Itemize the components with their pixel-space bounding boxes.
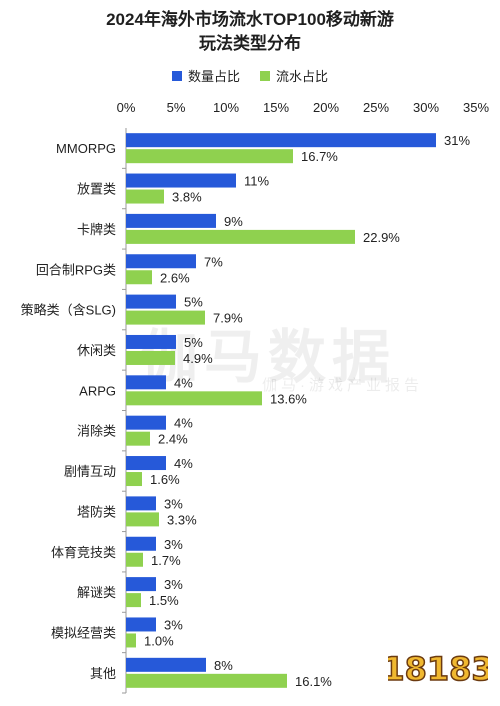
data-label-revenue: 7.9% — [213, 311, 243, 326]
bar-count — [126, 657, 206, 672]
category-label: 模拟经营类 — [51, 625, 116, 640]
legend-item-count: 数量占比 — [171, 66, 240, 85]
data-label-revenue: 3.8% — [172, 190, 202, 205]
category-label: 回合制RPG类 — [36, 262, 116, 277]
x-tick-label: 5% — [167, 100, 186, 115]
bar-revenue — [126, 149, 293, 164]
data-label-count: 4% — [174, 375, 193, 390]
category-label: 策略类（含SLG) — [21, 303, 116, 318]
x-tick-label: 0% — [117, 100, 136, 115]
bar-revenue — [126, 391, 262, 406]
data-label-revenue: 22.9% — [363, 230, 400, 245]
data-label-revenue: 2.6% — [160, 270, 190, 285]
legend-label-count: 数量占比 — [187, 69, 240, 84]
bar-count — [126, 617, 156, 632]
bar-count — [126, 133, 436, 148]
bar-count — [126, 496, 156, 511]
data-label-count: 3% — [164, 617, 183, 632]
chart-title-line1: 2024年海外市场流水TOP100移动新游 — [106, 10, 394, 29]
data-label-count: 5% — [184, 295, 203, 310]
data-label-revenue: 1.5% — [149, 593, 179, 608]
data-label-count: 8% — [214, 658, 233, 673]
data-label-revenue: 1.0% — [144, 633, 174, 648]
data-label-count: 9% — [224, 214, 243, 229]
bar-revenue — [126, 593, 141, 608]
data-label-count: 4% — [174, 416, 193, 431]
data-label-count: 3% — [164, 496, 183, 511]
x-tick-label: 25% — [363, 100, 389, 115]
legend-swatch-revenue — [260, 70, 270, 81]
data-label-revenue: 1.6% — [150, 472, 180, 487]
data-label-revenue: 13.6% — [270, 391, 307, 406]
category-label: 其他 — [90, 666, 116, 681]
data-label-revenue: 1.7% — [151, 553, 181, 568]
data-label-revenue: 4.9% — [183, 351, 213, 366]
category-label: 体育竞技类 — [51, 545, 116, 560]
bar-revenue — [126, 472, 142, 487]
bar-revenue — [126, 552, 143, 567]
legend-swatch-count — [171, 70, 182, 81]
category-label: 解谜类 — [77, 585, 116, 600]
x-tick-label: 30% — [413, 100, 439, 115]
category-label: MMORPG — [56, 141, 116, 156]
bar-count — [126, 173, 236, 188]
data-label-revenue: 16.1% — [295, 674, 332, 689]
legend: 数量占比 流水占比 — [0, 66, 500, 85]
data-label-count: 3% — [164, 537, 183, 552]
bar-revenue — [126, 229, 355, 244]
data-label-count: 11% — [244, 174, 269, 189]
data-label-revenue: 16.7% — [301, 149, 338, 164]
category-label: 休闲类 — [77, 343, 116, 358]
bar-revenue — [126, 673, 287, 688]
data-label-revenue: 3.3% — [167, 512, 197, 527]
data-label-count: 3% — [164, 577, 183, 592]
bar-revenue — [126, 270, 152, 285]
bar-revenue — [126, 633, 136, 648]
legend-label-revenue: 流水占比 — [276, 69, 329, 84]
bar-count — [126, 294, 176, 309]
bar-count — [126, 536, 156, 551]
chart-title-line2: 玩法类型分布 — [199, 34, 301, 53]
bar-revenue — [126, 310, 205, 325]
x-tick-label: 10% — [213, 100, 239, 115]
bar-revenue — [126, 350, 175, 365]
bar-count — [126, 375, 166, 390]
bar-count — [126, 456, 166, 471]
site-logo: 18183 — [388, 649, 488, 689]
data-label-count: 5% — [184, 335, 203, 350]
data-label-revenue: 2.4% — [158, 432, 188, 447]
bar-count — [126, 334, 176, 349]
category-label: 卡牌类 — [77, 222, 116, 237]
x-tick-label: 20% — [313, 100, 339, 115]
category-label: 剧情互动 — [64, 464, 116, 479]
category-label: 放置类 — [77, 182, 116, 197]
bar-revenue — [126, 189, 164, 204]
data-label-count: 31% — [444, 133, 470, 148]
data-label-count: 4% — [174, 456, 193, 471]
bar-count — [126, 577, 156, 592]
legend-item-revenue: 流水占比 — [260, 66, 328, 85]
watermark: 伽马数据 — [140, 323, 397, 391]
bar-count — [126, 213, 216, 228]
x-tick-label: 15% — [263, 100, 289, 115]
category-label: 消除类 — [77, 424, 116, 439]
bar-count — [126, 254, 196, 269]
x-tick-label: 35% — [463, 100, 489, 115]
watermark-sub: 伽马·游戏产业报告 — [262, 377, 423, 394]
bar-revenue — [126, 512, 159, 527]
category-label: 塔防类 — [77, 504, 116, 519]
bar-revenue — [126, 431, 150, 446]
bar-count — [126, 415, 166, 430]
data-label-count: 7% — [204, 254, 223, 269]
category-label: ARPG — [79, 383, 116, 398]
logo-text: 18183 — [388, 650, 488, 688]
